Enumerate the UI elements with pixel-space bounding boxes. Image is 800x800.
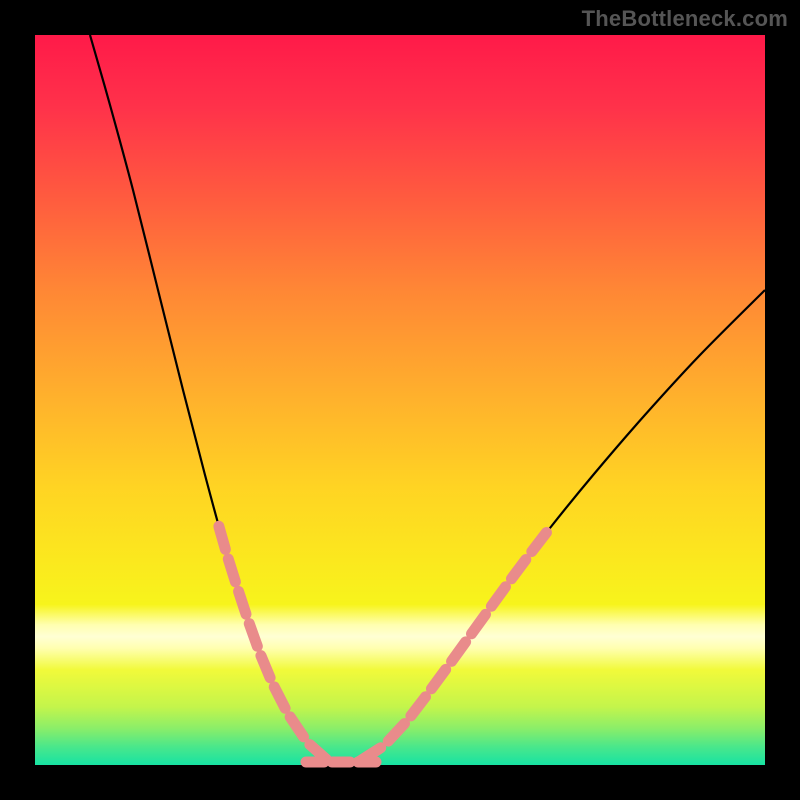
dash-segment	[239, 591, 247, 614]
plot-background	[35, 35, 765, 765]
chart-frame: TheBottleneck.com	[0, 0, 800, 800]
bottleneck-plot	[0, 0, 800, 800]
dash-segment	[219, 526, 226, 549]
dash-segment	[228, 559, 235, 582]
dash-segment	[249, 624, 257, 647]
